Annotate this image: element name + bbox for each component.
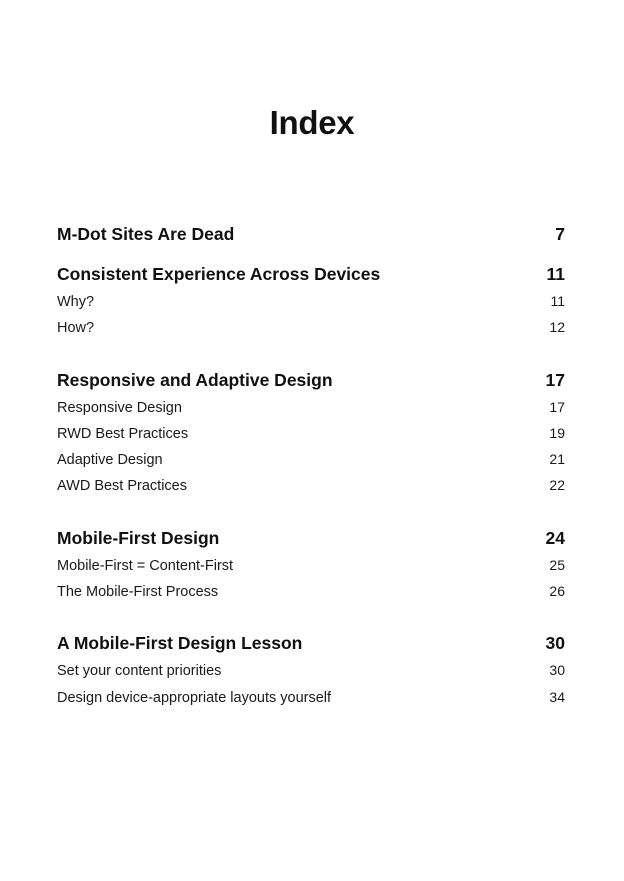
chapter-title: M-Dot Sites Are Dead xyxy=(57,224,235,244)
subsection-page-number: 17 xyxy=(549,398,565,415)
toc-subsection-row[interactable]: Why? 11 xyxy=(57,288,565,314)
subsection-title: Mobile-First = Content-First xyxy=(57,557,234,574)
chapter-title: A Mobile-First Design Lesson xyxy=(57,633,303,654)
subsection-title: Set your content priorities xyxy=(57,663,222,680)
subsection-page-number: 19 xyxy=(549,424,565,441)
toc-subsection-row[interactable]: Mobile-First = Content-First 25 xyxy=(57,552,565,578)
toc-chapter-row[interactable]: A Mobile-First Design Lesson 30 xyxy=(57,629,565,657)
toc-chapter-row[interactable]: M-Dot Sites Are Dead 7 xyxy=(57,220,565,248)
subsection-title: Why? xyxy=(57,294,95,310)
subsection-title: RWD Best Practices xyxy=(57,425,189,442)
toc-subsection-row[interactable]: Adaptive Design 21 xyxy=(57,446,565,472)
subsection-page-number: 12 xyxy=(549,319,565,336)
subsection-page-number: 25 xyxy=(549,556,565,573)
subsection-title: Design device-appropriate layouts yourse… xyxy=(57,689,332,706)
table-of-contents: M-Dot Sites Are Dead 7 Consistent Experi… xyxy=(57,220,565,710)
toc-subsection-row[interactable]: AWD Best Practices 22 xyxy=(57,472,565,498)
chapter-title: Responsive and Adaptive Design xyxy=(57,369,333,390)
subsection-page-number: 22 xyxy=(549,477,565,494)
toc-section: Responsive and Adaptive Design 17 Respon… xyxy=(57,366,565,499)
toc-section: M-Dot Sites Are Dead 7 xyxy=(57,220,565,248)
chapter-title: Mobile-First Design xyxy=(57,527,220,548)
toc-section: Mobile-First Design 24 Mobile-First = Co… xyxy=(57,524,565,605)
subsection-title: How? xyxy=(57,320,95,337)
chapter-title: Consistent Experience Across Devices xyxy=(57,264,381,284)
toc-chapter-row[interactable]: Consistent Experience Across Devices 11 xyxy=(57,260,565,288)
toc-subsection-row[interactable]: RWD Best Practices 19 xyxy=(57,420,565,446)
subsection-page-number: 30 xyxy=(549,662,565,679)
toc-subsection-row[interactable]: How? 12 xyxy=(57,314,565,340)
subsection-page-number: 21 xyxy=(549,451,565,468)
toc-subsection-row[interactable]: Set your content priorities 30 xyxy=(57,657,565,683)
chapter-page-number: 17 xyxy=(545,369,565,390)
toc-section: Consistent Experience Across Devices 11 … xyxy=(57,260,565,341)
subsection-title: AWD Best Practices xyxy=(57,478,187,495)
subsection-title: Adaptive Design xyxy=(57,452,163,469)
subsection-title: Responsive Design xyxy=(57,399,182,416)
chapter-page-number: 7 xyxy=(555,224,565,244)
toc-section: A Mobile-First Design Lesson 30 Set your… xyxy=(57,629,565,710)
page-title: Index xyxy=(269,104,355,141)
subsection-page-number: 11 xyxy=(550,293,565,309)
toc-subsection-row[interactable]: The Mobile-First Process 26 xyxy=(57,578,565,604)
toc-chapter-row[interactable]: Responsive and Adaptive Design 17 xyxy=(57,366,565,394)
subsection-title: The Mobile-First Process xyxy=(57,584,219,601)
subsection-page-number: 26 xyxy=(549,583,565,600)
chapter-page-number: 30 xyxy=(545,633,565,654)
chapter-page-number: 24 xyxy=(545,527,565,548)
subsection-page-number: 34 xyxy=(549,688,565,705)
chapter-page-number: 11 xyxy=(546,264,566,284)
toc-subsection-row[interactable]: Responsive Design 17 xyxy=(57,394,565,420)
toc-chapter-row[interactable]: Mobile-First Design 24 xyxy=(57,524,565,552)
toc-subsection-row[interactable]: Design device-appropriate layouts yourse… xyxy=(57,684,565,710)
